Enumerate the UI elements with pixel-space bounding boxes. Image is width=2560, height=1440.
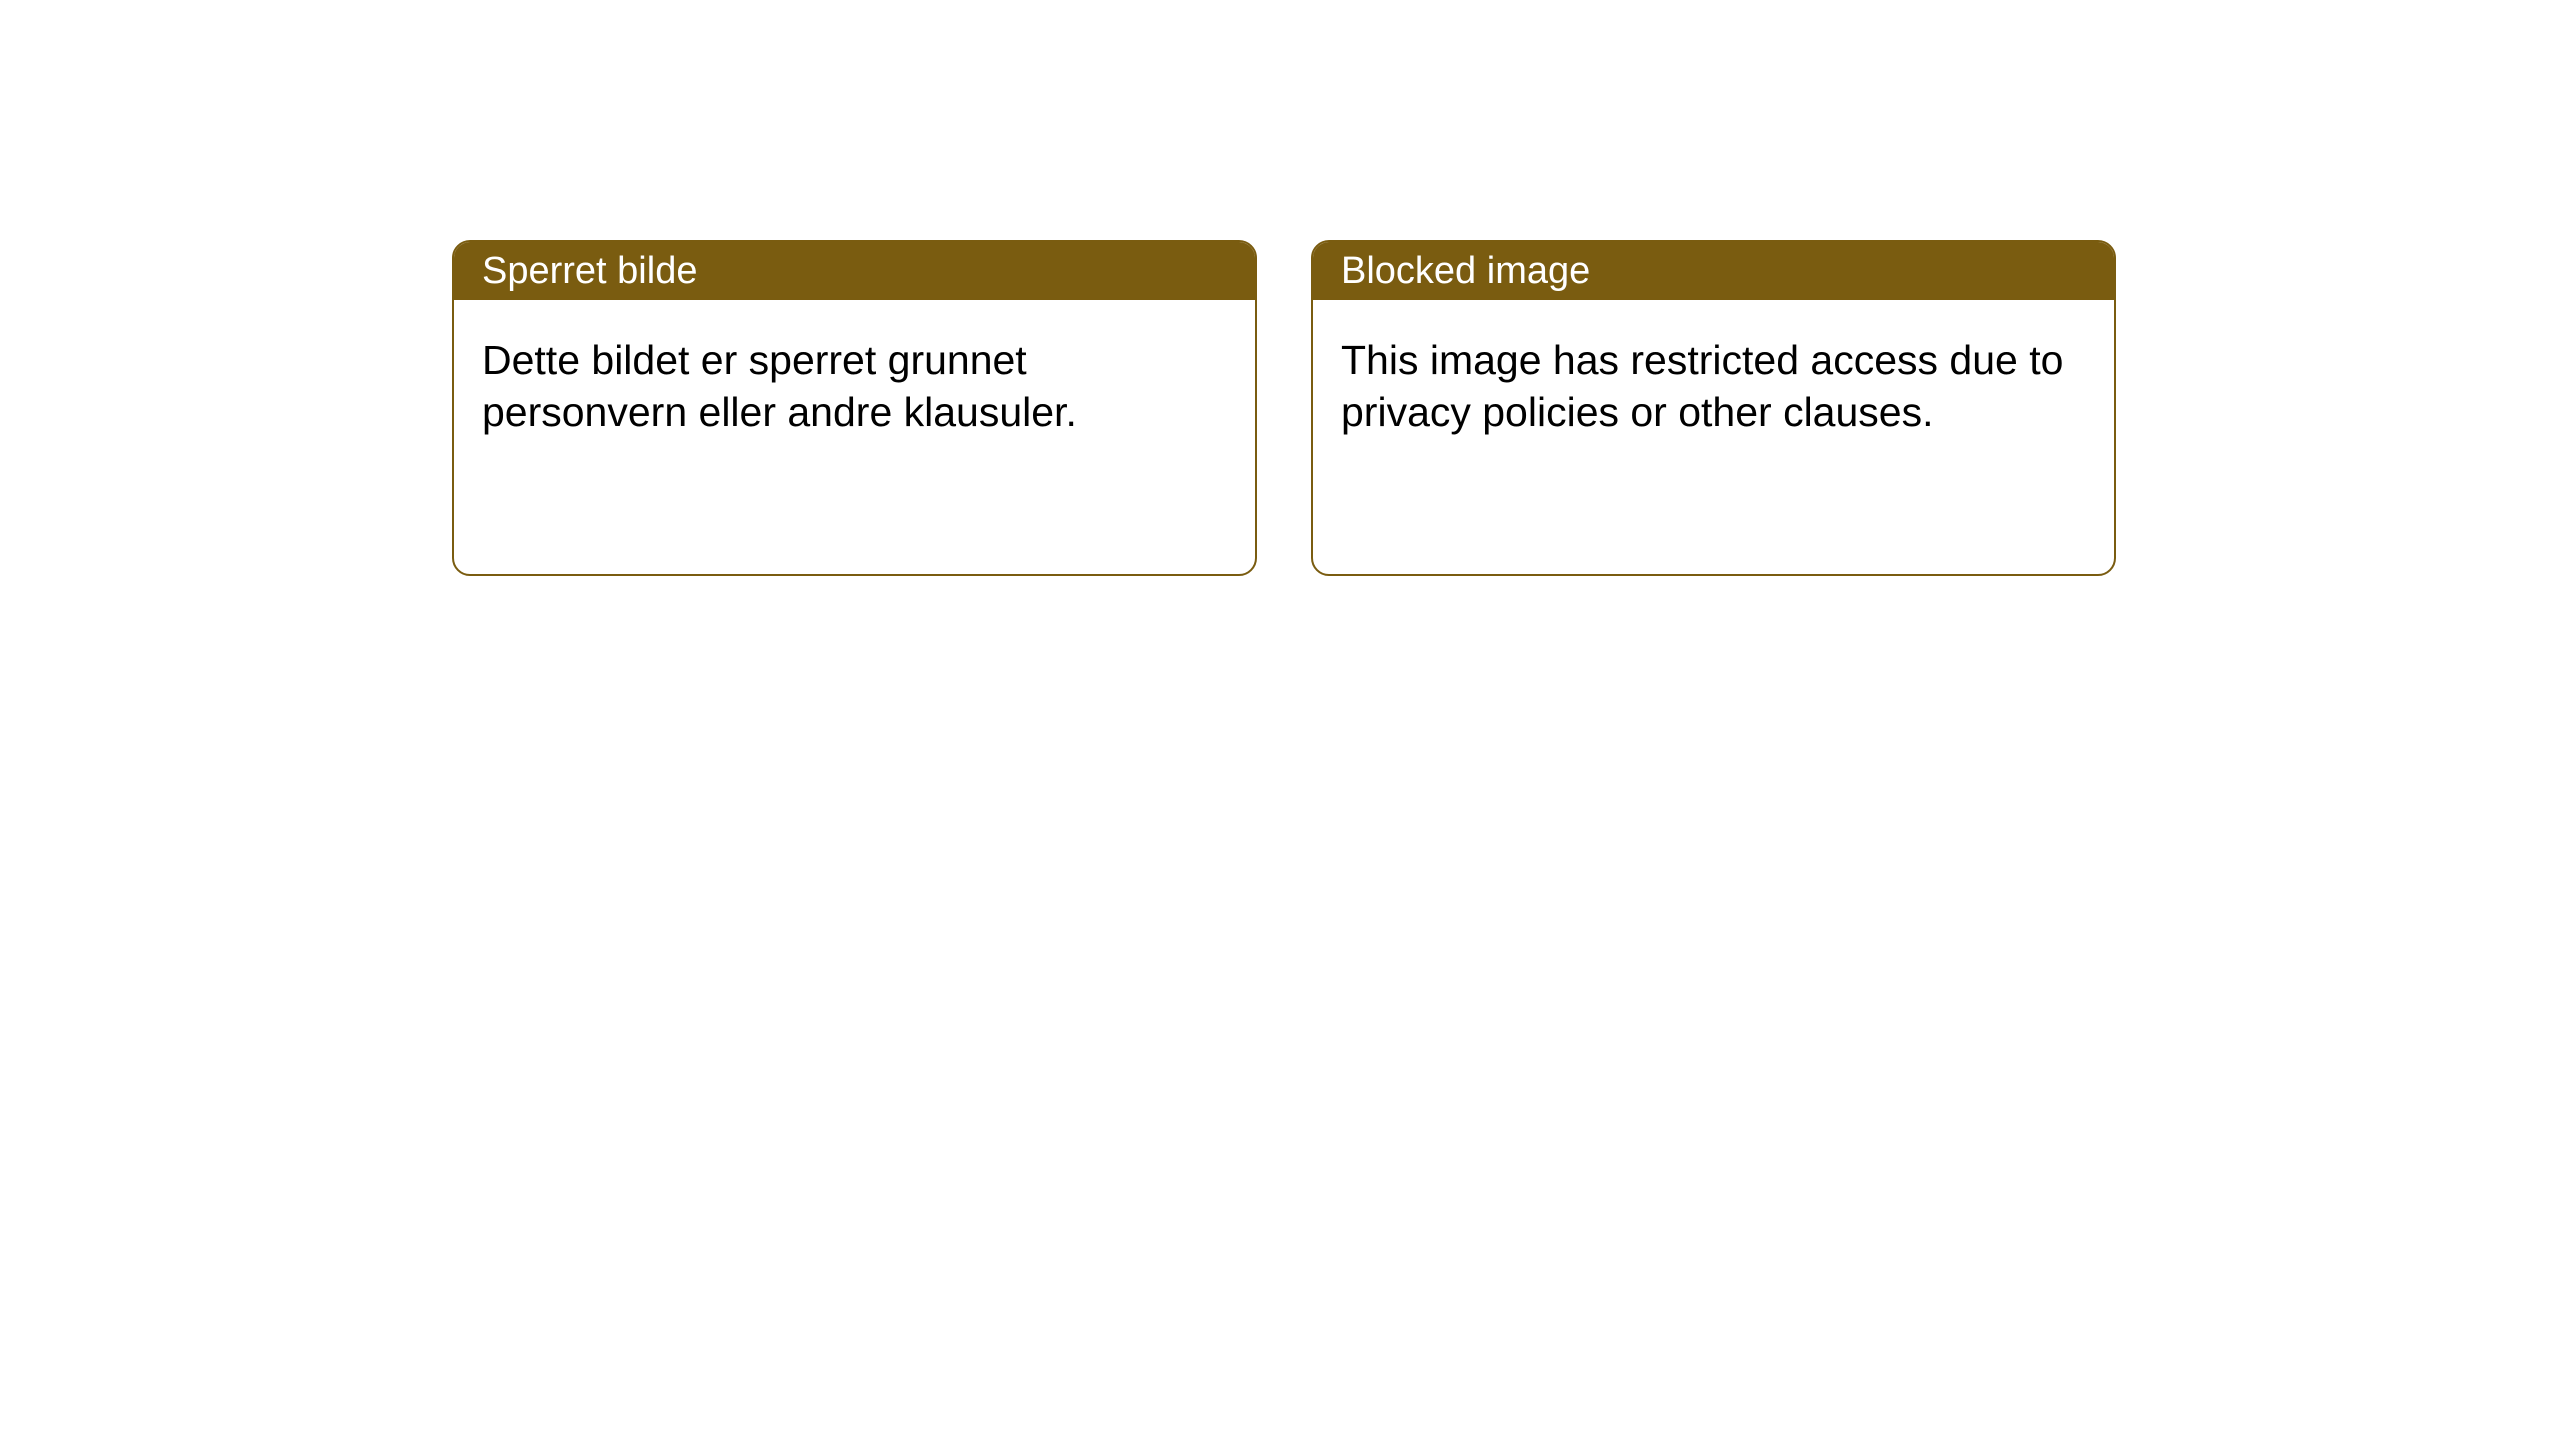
notice-title: Sperret bilde — [482, 250, 697, 293]
notice-card-english: Blocked image This image has restricted … — [1311, 240, 2116, 576]
notice-body: This image has restricted access due to … — [1313, 300, 2114, 473]
notice-message: This image has restricted access due to … — [1341, 337, 2063, 435]
notice-header: Sperret bilde — [454, 242, 1255, 300]
notice-card-norwegian: Sperret bilde Dette bildet er sperret gr… — [452, 240, 1257, 576]
notice-body: Dette bildet er sperret grunnet personve… — [454, 300, 1255, 473]
notice-message: Dette bildet er sperret grunnet personve… — [482, 337, 1077, 435]
notice-header: Blocked image — [1313, 242, 2114, 300]
notice-title: Blocked image — [1341, 250, 1590, 293]
notice-container: Sperret bilde Dette bildet er sperret gr… — [0, 0, 2560, 576]
